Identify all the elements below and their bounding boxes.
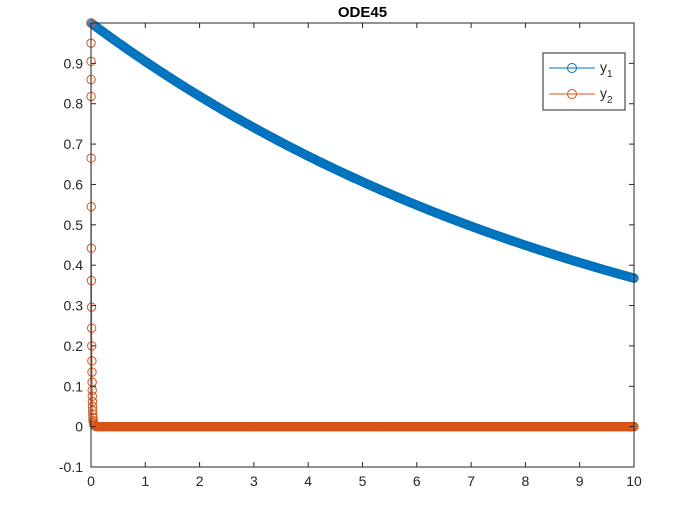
y-tick-label: 0.2 (64, 338, 84, 354)
y-tick-label: 0 (75, 419, 83, 435)
point-y2 (88, 413, 98, 423)
x-tick-label: 2 (196, 473, 204, 489)
x-tick-label: 5 (359, 473, 367, 489)
y-tick-label: 0.7 (64, 136, 84, 152)
y-tick-label: 0.8 (64, 96, 84, 112)
series-y1 (86, 18, 639, 283)
y-tick-label: -0.1 (59, 459, 83, 475)
legend-entry-y1: y1 (549, 59, 613, 80)
y-tick-label: 0.6 (64, 176, 84, 192)
y-tick-label: 0.9 (64, 55, 84, 71)
y-tick-label: 0.1 (64, 378, 84, 394)
x-axis: 0 1 2 3 4 5 6 7 8 9 10 (87, 23, 642, 489)
y-tick-label: 0.3 (64, 298, 84, 314)
point-y2 (87, 356, 97, 366)
y-axis: -0.1 0 0.1 0.2 0.3 0.4 0.5 0.6 0.7 0.8 0.9 (59, 55, 634, 475)
chart-title: ODE45 (338, 4, 387, 21)
y-tick-label: 0.5 (64, 217, 84, 233)
y-tick-label: 0.4 (64, 257, 84, 273)
series-y2 (86, 18, 639, 432)
point-y2 (87, 391, 98, 402)
legend-entry-y2: y2 (549, 85, 613, 106)
point-y2 (87, 367, 97, 377)
legend-marker (567, 63, 577, 73)
x-tick-label: 7 (467, 473, 475, 489)
legend-marker (567, 89, 577, 99)
x-tick-label: 3 (250, 473, 258, 489)
x-tick-label: 8 (522, 473, 530, 489)
x-tick-label: 1 (141, 473, 149, 489)
legend-label: y2 (600, 85, 613, 106)
legend-label: y1 (600, 59, 613, 80)
x-tick-label: 0 (87, 473, 95, 489)
x-tick-label: 10 (626, 473, 642, 489)
legend-box (542, 52, 626, 111)
point-y2 (87, 405, 98, 416)
x-tick-label: 9 (576, 473, 584, 489)
point-y2 (86, 323, 97, 333)
x-tick-label: 4 (304, 473, 312, 489)
point-y2 (86, 302, 97, 312)
x-tick-label: 6 (413, 473, 421, 489)
